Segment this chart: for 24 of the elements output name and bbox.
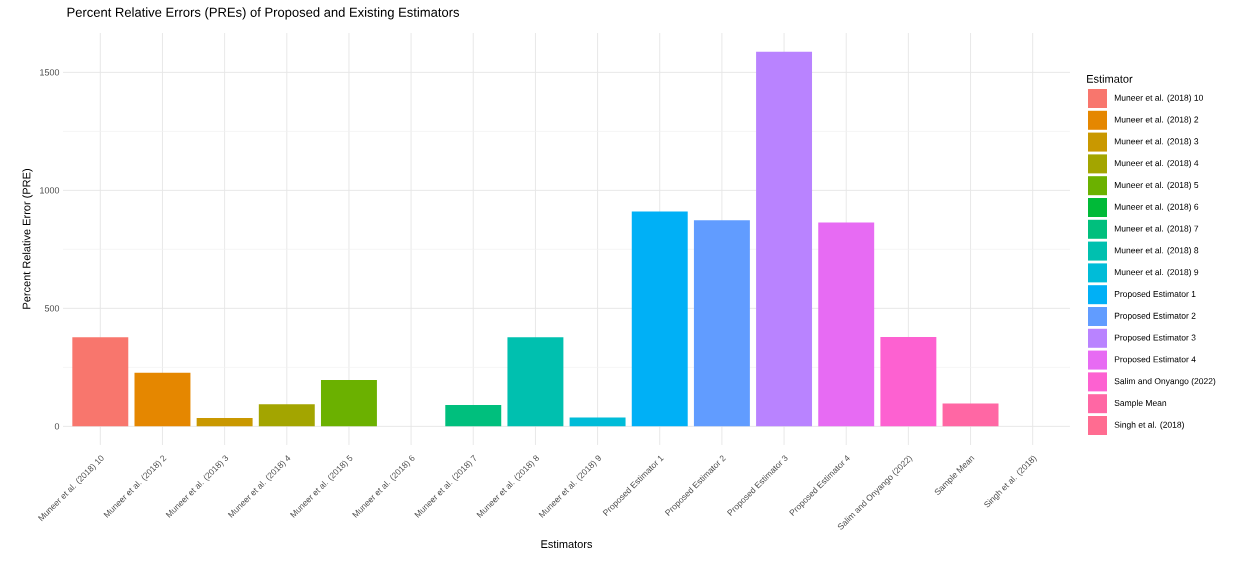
legend-label: Muneer et al. (2018) 7 — [1114, 225, 1199, 234]
legend-label: Proposed Estimator 3 — [1114, 334, 1196, 343]
legend-label: Muneer et al. (2018) 3 — [1114, 138, 1199, 147]
legend-title: Estimator — [1087, 74, 1133, 83]
y-tick-label: 1000 — [40, 187, 60, 194]
legend-label: Proposed Estimator 2 — [1114, 312, 1196, 321]
legend-label: Muneer et al. (2018) 8 — [1114, 247, 1199, 256]
legend-label: Muneer et al. (2018) 2 — [1114, 116, 1199, 125]
legend-label: Proposed Estimator 4 — [1114, 356, 1196, 365]
legend-label: Muneer et al. (2018) 9 — [1114, 268, 1199, 277]
legend-label: Muneer et al. (2018) 6 — [1114, 203, 1199, 212]
legend-label: Salim and Onyango (2022) — [1114, 377, 1216, 386]
chart-title: Percent Relative Errors (PREs) of Proposed and Existing Estimators — [67, 7, 460, 20]
legend-label: Sample Mean — [1114, 399, 1167, 408]
y-tick-label: 0 — [54, 423, 60, 430]
x-axis-title: Estimators — [541, 539, 593, 549]
y-tick-label: 1500 — [40, 69, 60, 76]
legend-label: Muneer et al. (2018) 5 — [1114, 181, 1199, 190]
legend-label: Muneer et al. (2018) 10 — [1114, 94, 1203, 103]
y-tick-label: 500 — [44, 305, 60, 312]
legend-label: Muneer et al. (2018) 4 — [1114, 159, 1199, 168]
legend-label: Proposed Estimator 1 — [1114, 290, 1196, 299]
y-axis-title: Percent Relative Error (PRE) — [22, 169, 33, 309]
legend-label: Singh et al. (2018) — [1114, 421, 1184, 430]
